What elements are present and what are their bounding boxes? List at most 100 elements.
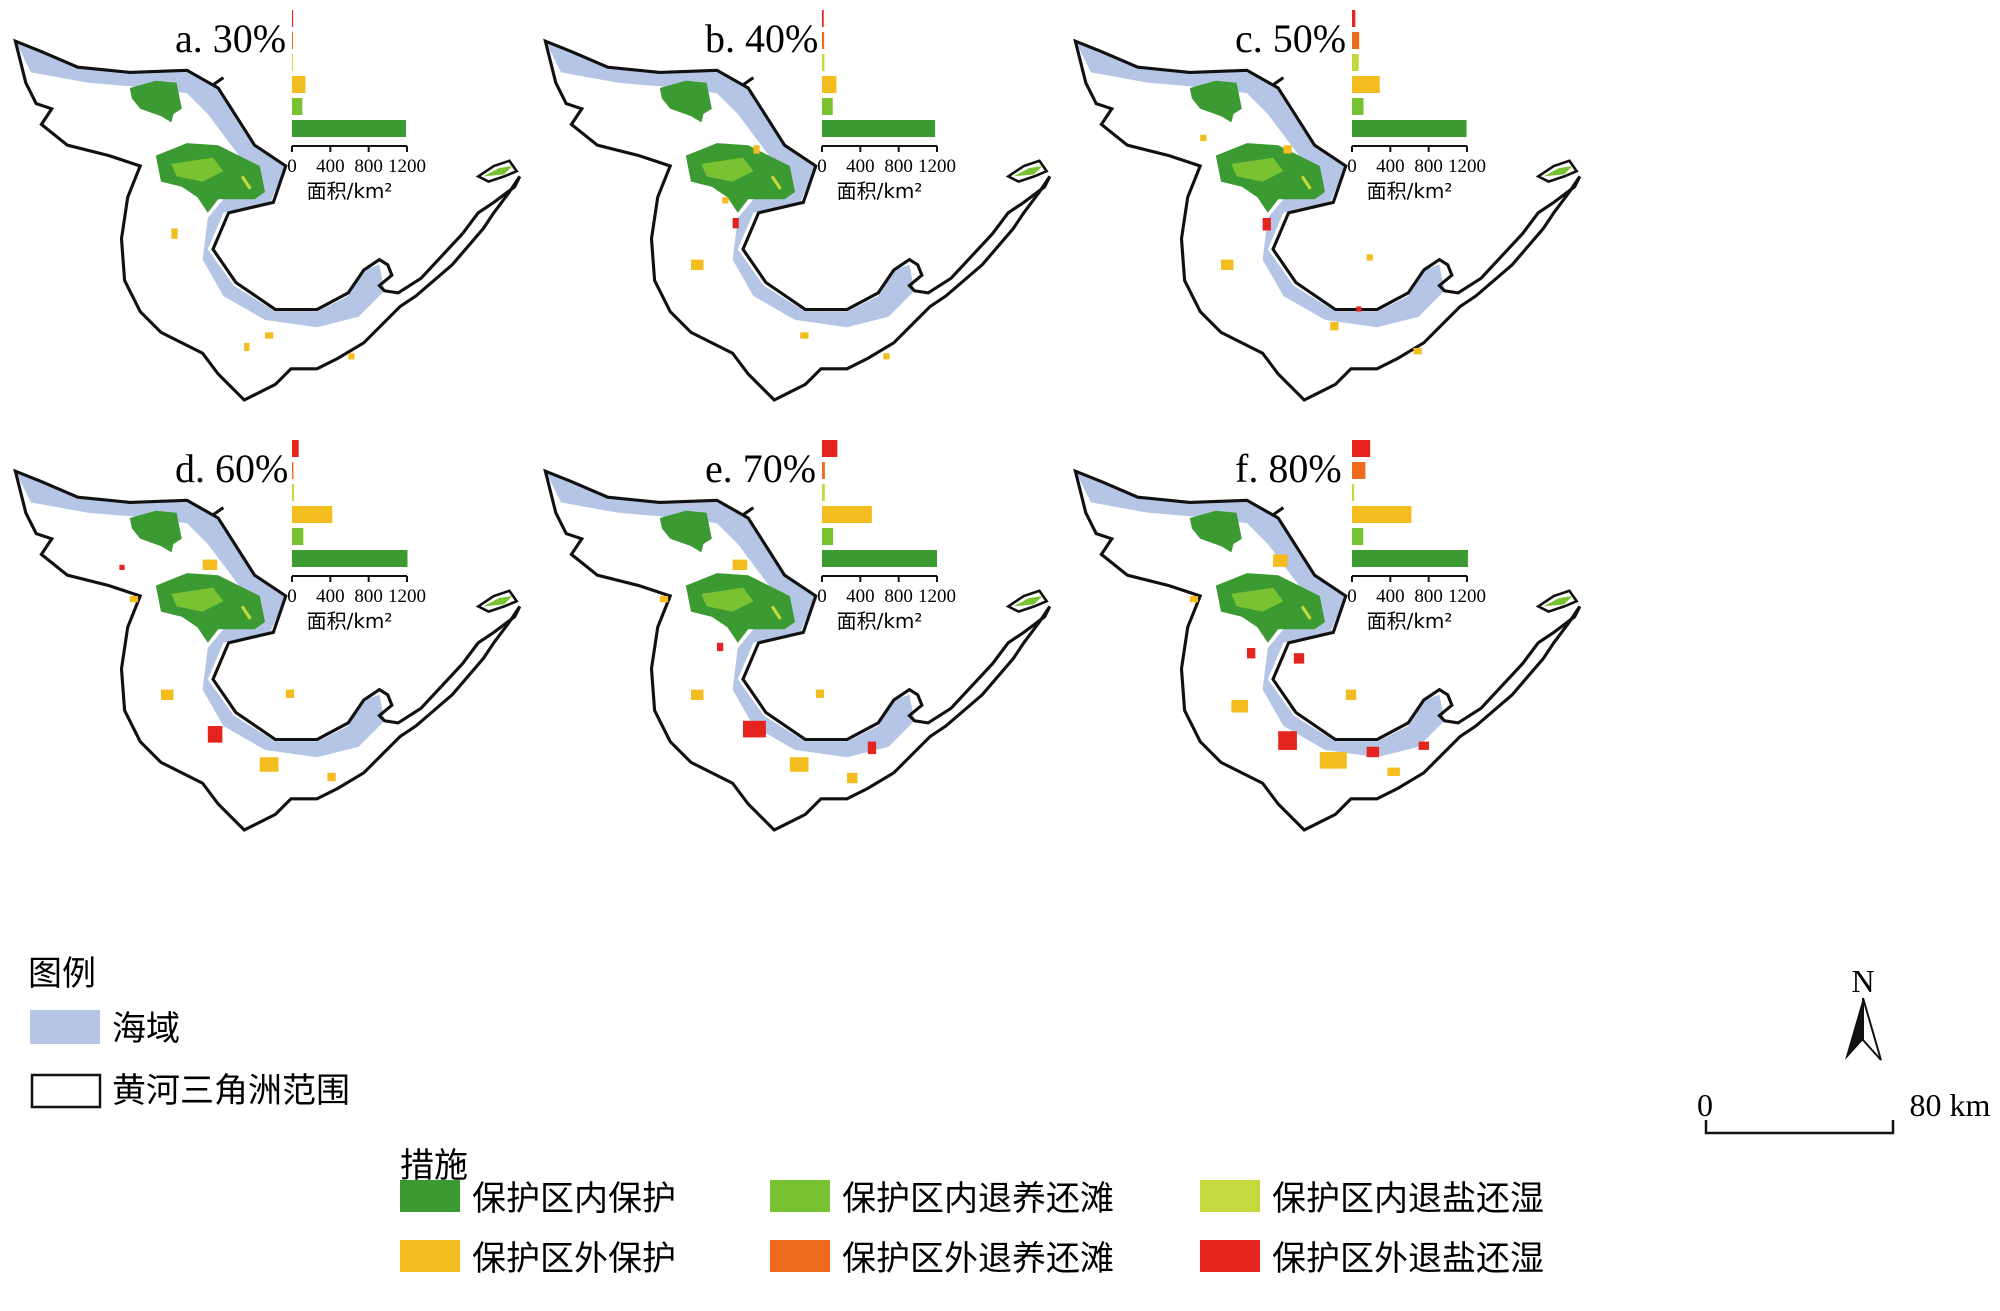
inset-tick-label: 0 <box>817 586 827 607</box>
area-bar <box>292 462 294 479</box>
map-panel <box>1073 39 1582 402</box>
area-bar <box>1352 32 1360 49</box>
boundary-swatch <box>30 1073 102 1109</box>
delta-map-shape <box>13 469 522 832</box>
outside-wetland-patch <box>1247 648 1256 659</box>
inset-axis-label: 面积/km² <box>1367 609 1453 633</box>
outside-protect-patch <box>800 332 809 339</box>
area-bar <box>822 98 833 115</box>
area-bar <box>1352 440 1371 457</box>
area-bar <box>292 528 304 545</box>
inset-tick-label: 1200 <box>918 586 956 607</box>
panel-title: e. 70% <box>705 446 816 491</box>
measures-title: 措施 <box>400 1146 468 1186</box>
outside-protect-patch <box>327 772 336 782</box>
area-bar <box>822 54 825 71</box>
inset-axis-label: 面积/km² <box>307 609 393 633</box>
outside-protect-patch <box>348 353 355 360</box>
outside-protect-patch <box>129 596 139 603</box>
outside-protect-patch <box>1189 596 1199 603</box>
scale-end-label: 80 km <box>1910 1087 1991 1123</box>
delta-map-shape <box>1073 39 1582 402</box>
north-label: N <box>1851 963 1874 999</box>
measure-swatch <box>400 1240 460 1272</box>
area-bar <box>822 10 824 27</box>
area-bar <box>292 98 303 115</box>
outside-protect-patch <box>1200 134 1207 142</box>
measure-label: 保护区外退盐还湿 <box>1272 1239 1544 1279</box>
inset-tick-label: 400 <box>846 156 875 177</box>
area-bar <box>1352 98 1364 115</box>
outside-wetland-patch <box>1293 653 1305 664</box>
inset-axis-label: 面积/km² <box>1367 179 1453 203</box>
area-bar <box>292 484 294 501</box>
inset-tick-label: 400 <box>1376 156 1405 177</box>
inset-tick-label: 1200 <box>1448 586 1486 607</box>
area-bar <box>1352 76 1380 93</box>
outside-protect-patch <box>883 353 890 360</box>
area-bar <box>1352 462 1366 479</box>
outside-protect-patch <box>1283 145 1292 154</box>
outside-protect-patch <box>265 332 274 339</box>
inset-tick-label: 800 <box>1414 156 1443 177</box>
outside-wetland-patch <box>717 642 724 652</box>
legend-title: 图例 <box>28 954 96 994</box>
inset-axis-label: 面积/km² <box>837 179 923 203</box>
area-bar <box>822 462 825 479</box>
outside-protect-patch <box>1413 348 1422 355</box>
inset-tick-label: 400 <box>316 156 345 177</box>
area-bar <box>292 54 293 71</box>
area-bar <box>292 506 333 523</box>
outside-wetland-patch <box>1366 746 1380 758</box>
inset-tick-label: 1200 <box>388 156 426 177</box>
scale-start-label: 0 <box>1697 1087 1713 1123</box>
inset-axis-label: 面积/km² <box>837 609 923 633</box>
inset-tick-label: 1200 <box>1448 156 1486 177</box>
area-bar <box>822 120 936 137</box>
measure-label: 保护区内保护 <box>472 1179 676 1219</box>
measure-swatch <box>770 1180 830 1212</box>
inset-tick-label: 800 <box>884 586 913 607</box>
inset-tick-label: 0 <box>1347 156 1357 177</box>
outside-protect-patch <box>789 757 809 772</box>
area-bar <box>1352 54 1359 71</box>
measure-swatch <box>1200 1240 1260 1272</box>
outside-protect-patch <box>1273 554 1288 567</box>
outside-protect-patch <box>202 559 218 570</box>
map-legend: 图例 海域 黄河三角洲范围 <box>28 954 350 1111</box>
panel-title: b. 40% <box>705 16 818 61</box>
area-bar <box>1352 120 1467 137</box>
map-panel <box>543 469 1052 832</box>
measure-label: 保护区外保护 <box>472 1239 676 1279</box>
delta-map-shape <box>13 39 522 402</box>
measure-label: 保护区外退养还滩 <box>842 1239 1114 1279</box>
north-arrow-left-icon <box>1845 998 1863 1060</box>
area-bar <box>1352 10 1356 27</box>
map-panel <box>1073 469 1582 832</box>
area-bar <box>292 76 306 93</box>
sea-swatch <box>30 1010 100 1044</box>
inset-tick-label: 400 <box>316 586 345 607</box>
area-bar <box>1352 484 1355 501</box>
area-bar <box>292 10 294 27</box>
map-panels: a. 30% b. 40% c. 50% d. 60% e. 70% f. 80% <box>13 16 1582 832</box>
map-panel <box>13 469 522 832</box>
outside-wetland-patch <box>1262 218 1271 231</box>
area-bar <box>822 76 837 93</box>
north-arrow: N <box>1845 963 1882 1061</box>
outside-protect-patch <box>659 596 669 603</box>
area-bar <box>822 506 872 523</box>
delta-map-shape <box>1073 469 1582 832</box>
inset-tick-label: 400 <box>1376 586 1405 607</box>
panel-title: c. 50% <box>1235 16 1346 61</box>
inset-tick-label: 0 <box>1347 586 1357 607</box>
outside-wetland-patch <box>1278 731 1297 750</box>
inset-tick-label: 400 <box>846 586 875 607</box>
outside-protect-patch <box>1221 259 1234 270</box>
inset-tick-label: 800 <box>354 156 383 177</box>
outside-protect-patch <box>1345 689 1357 700</box>
delta-map-shape <box>543 469 1052 832</box>
